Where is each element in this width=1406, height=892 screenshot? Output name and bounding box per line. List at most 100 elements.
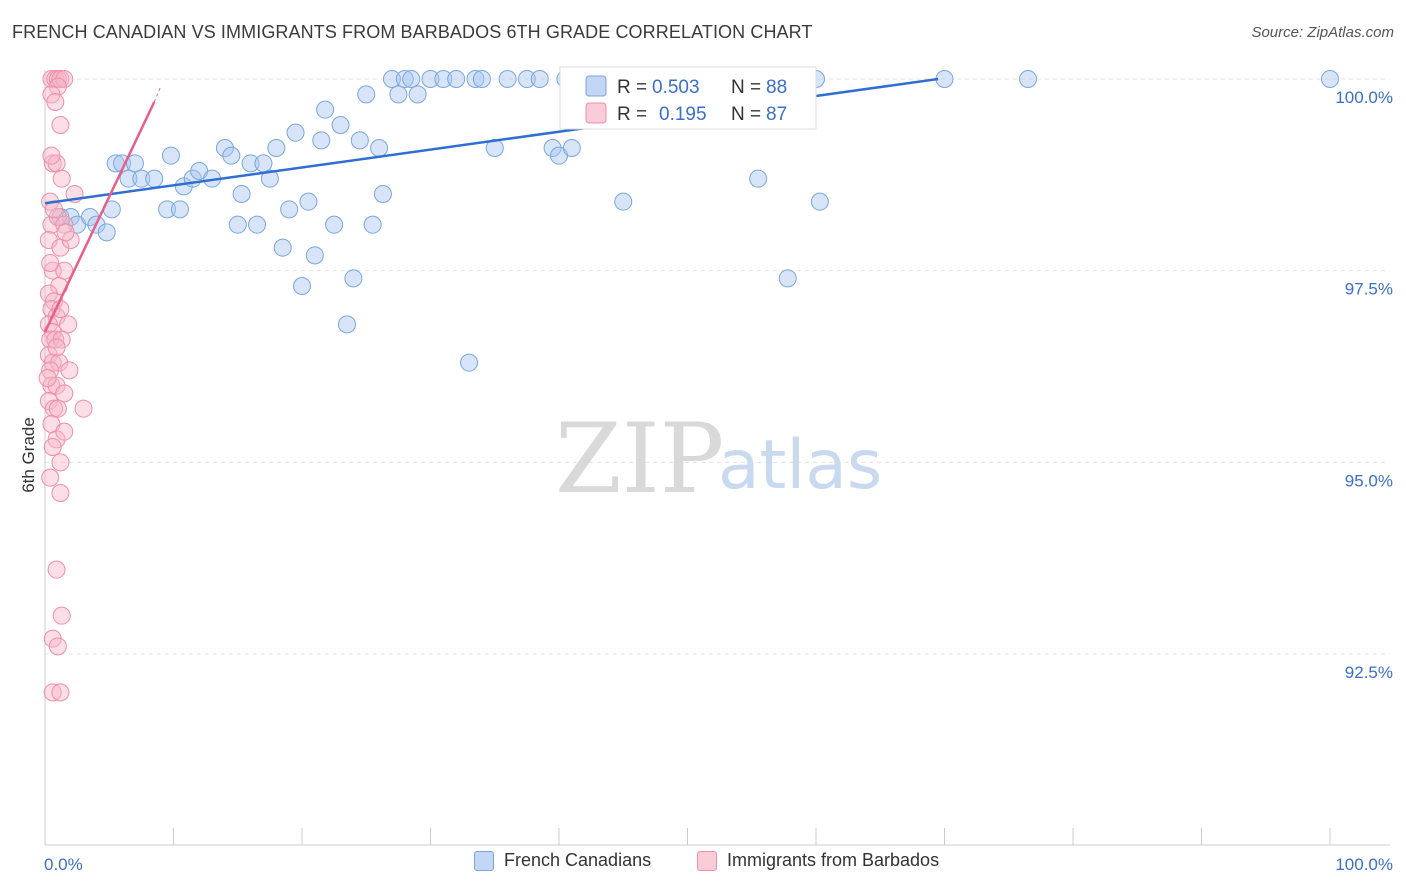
data-point xyxy=(316,100,335,119)
legend-n-label: N = xyxy=(731,77,761,98)
data-point xyxy=(59,315,78,334)
data-point xyxy=(337,315,356,334)
data-point xyxy=(778,269,797,288)
x-tick-label: 0.0% xyxy=(44,855,83,874)
x-tick-label: 100.0% xyxy=(1335,855,1393,874)
data-point xyxy=(47,338,66,357)
legend-n-value: 88 xyxy=(766,77,787,98)
correlation-legend: R = 0.503 N = 88 R = 0.195 N = 87 xyxy=(559,66,817,130)
data-point xyxy=(395,70,414,88)
legend-item-immigrants-from-barbados: Immigrants from Barbados xyxy=(697,850,939,871)
watermark-atlas: atlas xyxy=(718,426,882,505)
legend-swatch-pink xyxy=(585,102,607,124)
watermark-zip: ZIP xyxy=(555,403,724,515)
data-point xyxy=(810,192,829,211)
legend-label: French Canadians xyxy=(504,850,652,870)
trend-line xyxy=(43,101,156,333)
trend-line-extension xyxy=(153,86,162,103)
legend-label: Immigrants from Barbados xyxy=(727,850,940,870)
data-point xyxy=(44,399,63,418)
series-french-canadians xyxy=(51,70,1339,372)
legend-n-value: 87 xyxy=(766,104,787,125)
data-point xyxy=(382,70,401,88)
data-point xyxy=(267,139,286,157)
y-tick-labels: 100.0% 97.5% 95.0% 92.5% xyxy=(1335,88,1393,682)
data-point xyxy=(42,146,61,165)
data-point xyxy=(132,169,151,188)
data-point xyxy=(47,560,66,579)
data-point xyxy=(52,606,71,625)
legend-swatch-blue xyxy=(585,75,607,97)
data-point xyxy=(260,169,279,188)
data-point xyxy=(254,154,273,173)
data-point xyxy=(543,139,562,157)
data-point xyxy=(55,70,74,88)
data-point xyxy=(389,85,408,104)
data-point xyxy=(47,376,66,395)
series-legend: French Canadians Immigrants from Barbado… xyxy=(0,850,1406,880)
data-point xyxy=(286,123,305,142)
data-point xyxy=(1019,70,1038,88)
source-credit: Source: ZipAtlas.com xyxy=(1251,24,1394,41)
data-point xyxy=(350,131,369,150)
data-point xyxy=(55,215,74,234)
data-point xyxy=(222,146,241,165)
data-point xyxy=(373,185,392,203)
y-axis-title: 6th Grade xyxy=(19,417,38,493)
series-immigrants-from-barbados xyxy=(38,70,93,702)
data-point xyxy=(344,269,363,288)
chart-title: FRENCH CANADIAN VS IMMIGRANTS FROM BARBA… xyxy=(12,22,813,42)
data-point xyxy=(421,70,440,88)
data-point xyxy=(305,246,324,265)
data-point xyxy=(472,70,491,88)
data-point xyxy=(293,277,311,295)
data-point xyxy=(434,70,453,88)
data-point xyxy=(614,192,633,211)
data-point xyxy=(363,215,382,234)
data-point xyxy=(447,70,466,88)
data-point xyxy=(43,154,62,173)
data-point xyxy=(325,215,344,234)
data-point xyxy=(170,200,189,219)
data-point xyxy=(460,353,479,372)
data-point xyxy=(466,70,485,88)
data-point xyxy=(51,116,70,134)
data-point xyxy=(357,85,376,104)
legend-item-french-canadians: French Canadians xyxy=(474,850,651,871)
data-point xyxy=(370,139,389,157)
data-point xyxy=(299,192,318,211)
watermark: ZIP atlas xyxy=(555,403,882,515)
data-point xyxy=(1321,70,1339,88)
y-tick-label: 92.5% xyxy=(1345,663,1393,682)
data-point xyxy=(48,77,67,96)
data-point xyxy=(161,146,180,165)
data-point xyxy=(38,369,57,387)
data-point xyxy=(41,254,60,272)
data-point xyxy=(42,215,61,234)
legend-n-label: N = xyxy=(731,104,761,125)
data-point xyxy=(51,484,70,502)
data-point xyxy=(562,139,581,157)
data-point xyxy=(55,422,74,441)
data-point xyxy=(52,169,71,188)
data-point xyxy=(55,384,74,403)
data-point xyxy=(158,200,177,219)
data-point xyxy=(51,453,70,472)
data-point xyxy=(97,223,116,242)
legend-swatch-blue xyxy=(474,850,494,871)
data-point xyxy=(145,169,164,188)
legend-r-value: 0.503 xyxy=(652,77,700,98)
data-point xyxy=(215,139,234,157)
data-point xyxy=(232,185,251,203)
legend-r-label: R = xyxy=(617,104,647,125)
data-point xyxy=(402,70,421,88)
data-point xyxy=(498,70,517,88)
x-tick-labels: 0.0% 100.0% xyxy=(44,855,1393,874)
data-point xyxy=(530,70,549,88)
y-tick-label: 100.0% xyxy=(1335,88,1393,107)
data-point xyxy=(51,683,70,702)
data-point xyxy=(43,683,62,702)
data-point xyxy=(408,85,427,104)
data-point xyxy=(56,223,75,242)
data-point xyxy=(749,169,768,188)
